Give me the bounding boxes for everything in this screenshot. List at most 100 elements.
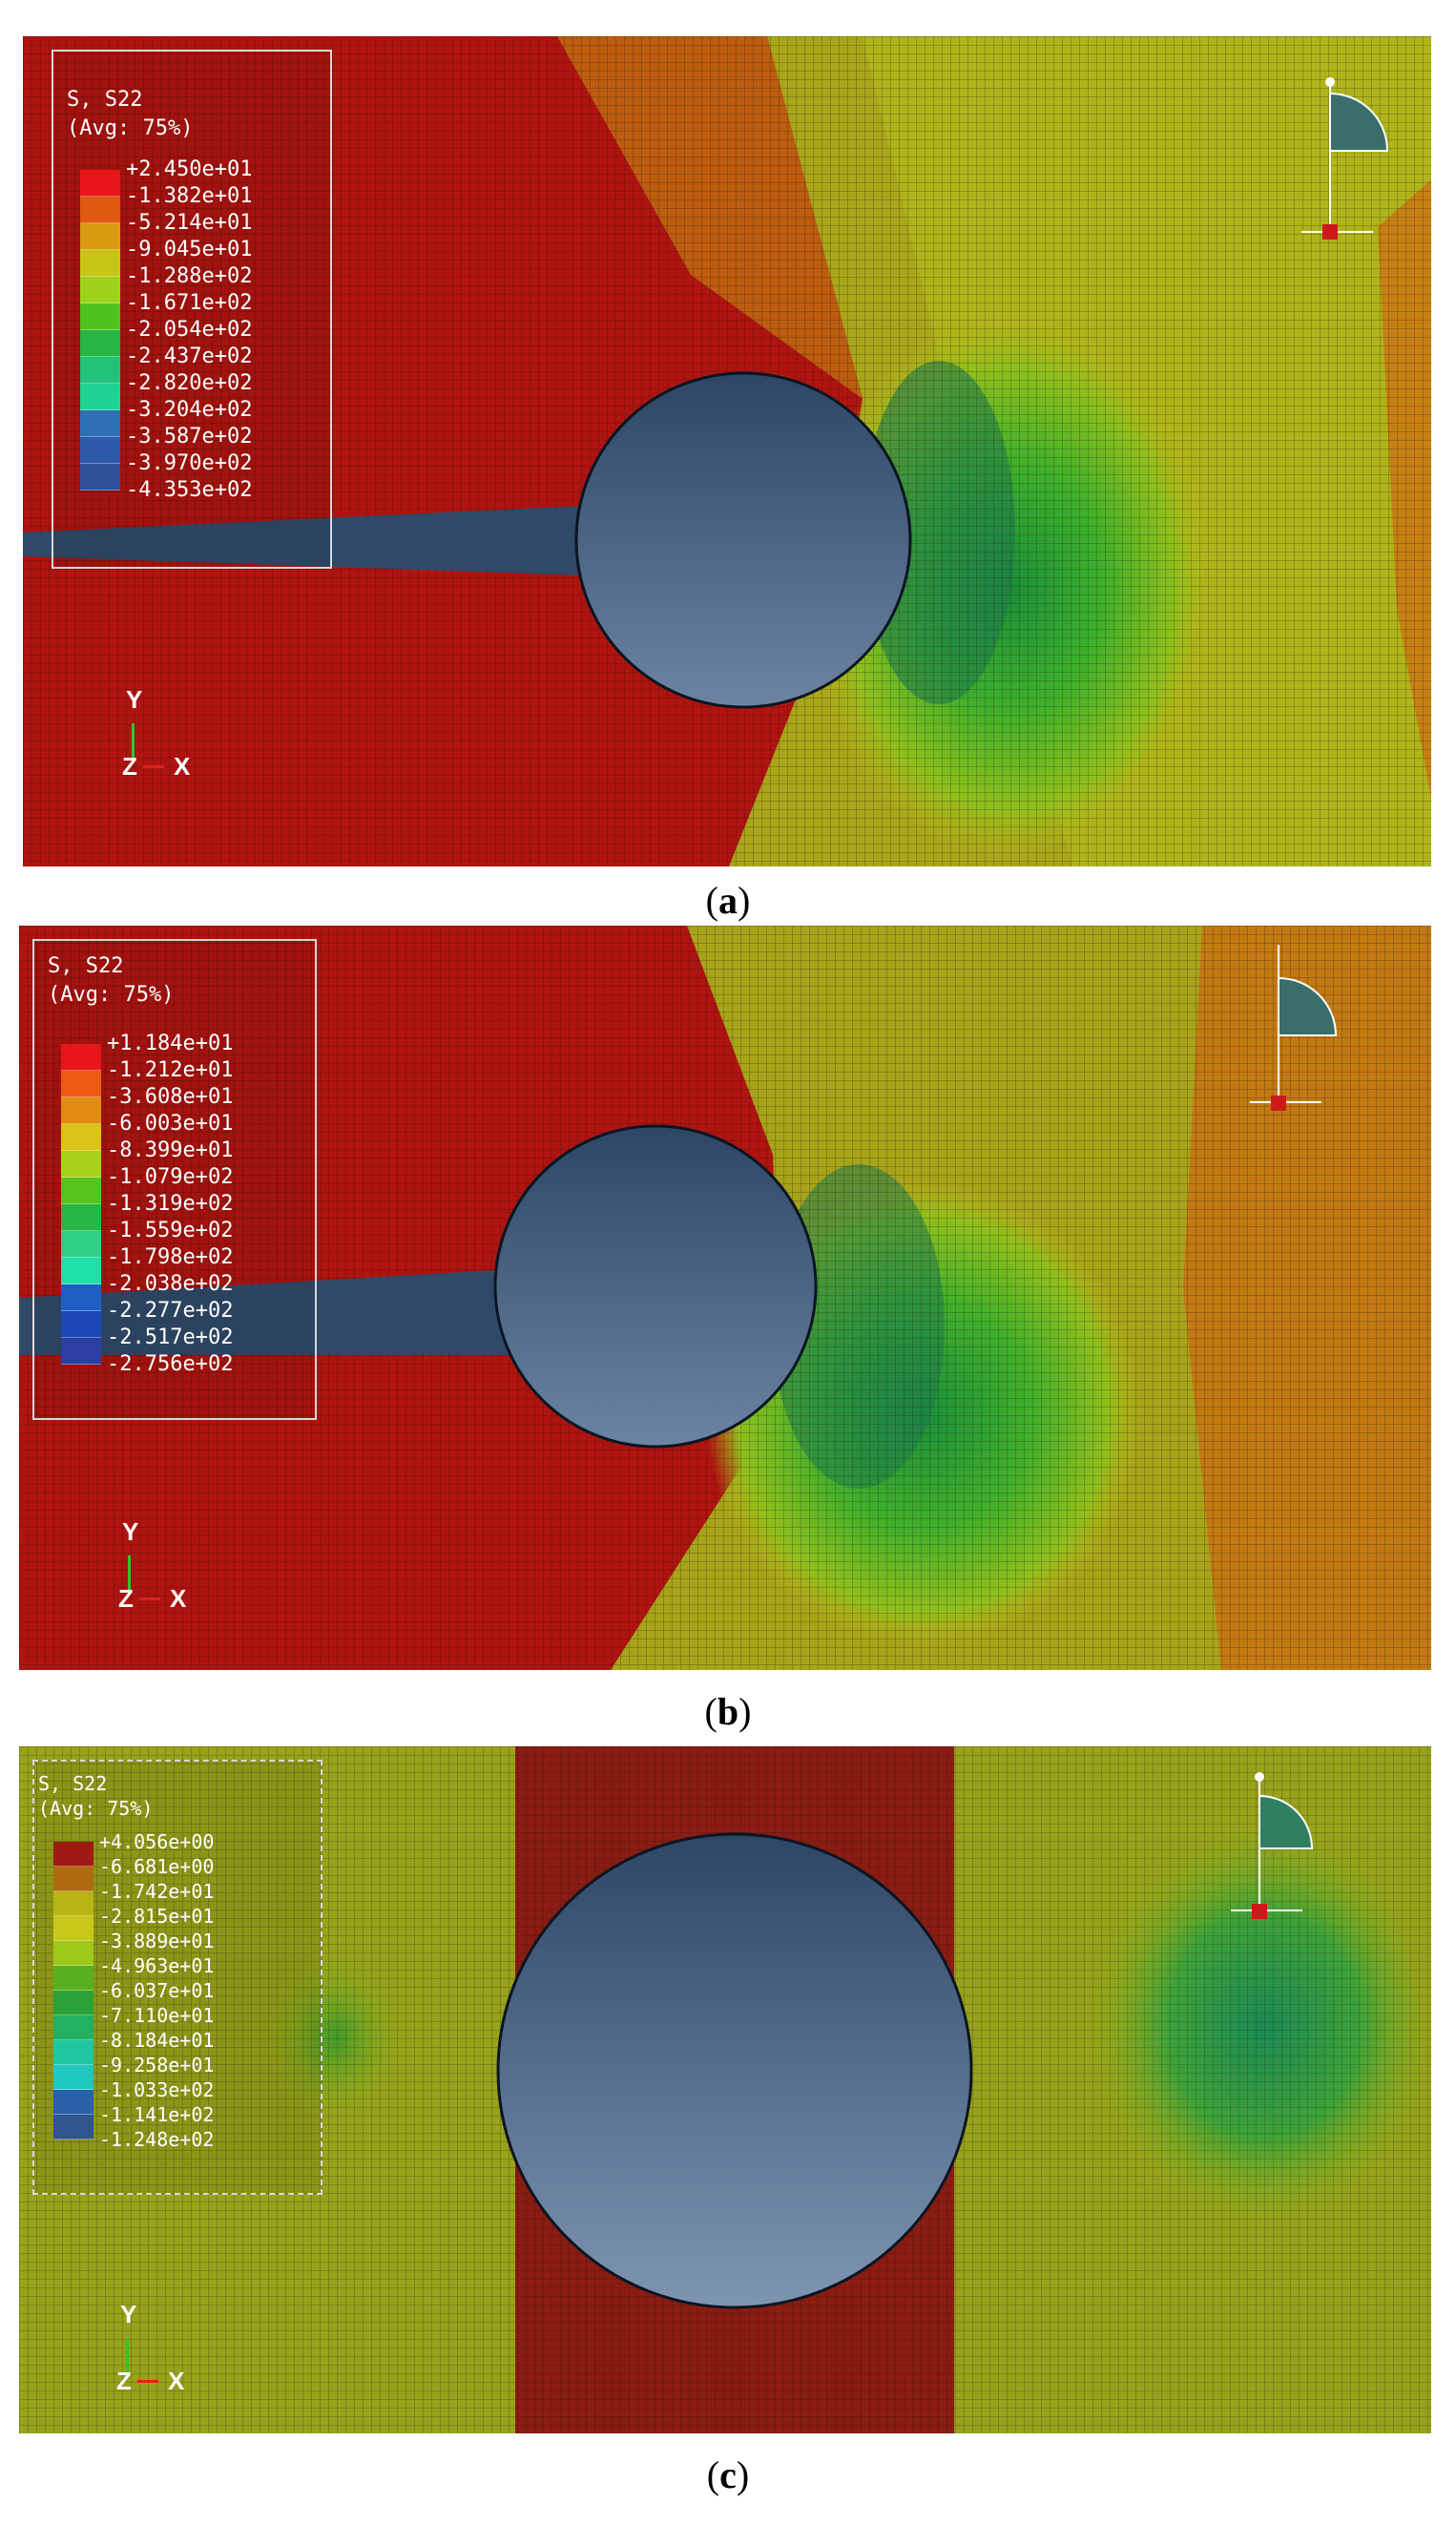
panel-a-axis-triad: Y Z X xyxy=(118,685,233,790)
legend-color-swatch xyxy=(80,464,120,490)
legend-value-label: -2.277e+02 xyxy=(107,1299,234,1323)
panel-a-contour-plot: S, S22 (Avg: 75%) +2.450e+01 -1.382e+01 -5… xyxy=(23,36,1431,866)
panel-b-legend: S, S22 (Avg: 75%) +1.184e+01 -1.212e+01 -3… xyxy=(32,939,317,1420)
triad-x-arrow xyxy=(137,2380,158,2383)
panel-c-stress-field xyxy=(19,1746,1431,2433)
legend-color-swatch xyxy=(80,223,120,250)
legend-value-label: -6.003e+01 xyxy=(107,1112,234,1136)
legend-color-swatch xyxy=(53,1966,94,1991)
legend-value-label: -2.437e+02 xyxy=(126,344,253,368)
legend-color-swatch xyxy=(61,1178,101,1204)
legend-color-swatch xyxy=(61,1311,101,1338)
legend-value-label: -9.045e+01 xyxy=(126,238,253,261)
legend-color-swatch xyxy=(80,303,120,330)
panel-b-axis-triad: Y Z X xyxy=(114,1517,229,1622)
panel-b-legend-title: S, S22 xyxy=(48,954,124,978)
legend-value-label: -1.742e+01 xyxy=(99,1880,215,1903)
legend-value-label: +2.450e+01 xyxy=(126,157,253,181)
legend-color-swatch xyxy=(53,1941,94,1966)
panel-c-legend-title: S, S22 xyxy=(38,1772,108,1795)
legend-value-label: -3.608e+01 xyxy=(107,1085,234,1109)
triad-y-label: Y xyxy=(120,2300,137,2328)
legend-color-swatch xyxy=(53,1991,94,2015)
triad-z-label: Z xyxy=(118,1584,134,1613)
legend-value-label: -1.079e+02 xyxy=(107,1165,234,1189)
panel-c-contour-plot: S, S22 (Avg: 75%) +4.056e+00 -6.681e+00 -1… xyxy=(19,1746,1431,2433)
legend-color-swatch xyxy=(61,1071,101,1097)
triad-y-arrow xyxy=(128,1555,131,1590)
legend-value-label: -8.184e+01 xyxy=(99,2029,215,2052)
legend-color-swatch xyxy=(53,2015,94,2040)
triad-x-arrow xyxy=(143,765,164,768)
legend-value-label: -3.970e+02 xyxy=(126,451,253,475)
legend-color-swatch xyxy=(53,1891,94,1916)
legend-value-label: -2.756e+02 xyxy=(107,1352,234,1376)
legend-value-label: -1.319e+02 xyxy=(107,1192,234,1216)
legend-color-swatch xyxy=(61,1284,101,1311)
panel-c-orientation-icon xyxy=(1231,1772,1314,1919)
legend-value-label: +1.184e+01 xyxy=(107,1032,234,1055)
legend-value-label: -2.820e+02 xyxy=(126,371,253,395)
legend-value-label: -1.798e+02 xyxy=(107,1245,234,1269)
legend-color-swatch xyxy=(61,1097,101,1124)
legend-value-label: -9.258e+01 xyxy=(99,2054,215,2076)
panel-c-legend: S, S22 (Avg: 75%) +4.056e+00 -6.681e+00 -1… xyxy=(32,1760,322,2195)
legend-color-swatch xyxy=(80,410,120,437)
legend-color-swatch xyxy=(53,1916,94,1941)
legend-value-label: -3.889e+01 xyxy=(99,1930,215,1952)
legend-value-label: -3.587e+02 xyxy=(126,425,253,449)
panel-a-caption: (a) xyxy=(705,879,751,922)
legend-color-swatch xyxy=(53,1867,94,1891)
legend-color-swatch xyxy=(61,1151,101,1178)
legend-value-label: -3.204e+02 xyxy=(126,398,253,422)
triad-y-label: Y xyxy=(126,685,143,714)
legend-value-label: -8.399e+01 xyxy=(107,1138,234,1162)
legend-value-label: -2.517e+02 xyxy=(107,1325,234,1349)
legend-color-swatch xyxy=(80,250,120,277)
legend-color-swatch xyxy=(61,1231,101,1258)
legend-color-swatch xyxy=(61,1258,101,1284)
panel-a-legend-subtitle: (Avg: 75%) xyxy=(67,116,194,140)
legend-color-swatch xyxy=(61,1044,101,1071)
legend-color-swatch xyxy=(80,357,120,384)
legend-value-label: -2.815e+01 xyxy=(99,1905,215,1928)
panel-b-caption: (b) xyxy=(704,1690,752,1733)
legend-color-swatch xyxy=(80,330,120,357)
panel-b-stress-field xyxy=(19,926,1431,1670)
legend-color-swatch xyxy=(80,437,120,464)
legend-color-swatch xyxy=(80,277,120,303)
legend-color-swatch xyxy=(61,1338,101,1365)
legend-value-label: -1.382e+01 xyxy=(126,184,253,208)
legend-color-swatch xyxy=(61,1204,101,1231)
panel-a-legend-title: S, S22 xyxy=(67,88,143,112)
triad-x-label: X xyxy=(174,752,191,781)
legend-value-label: -1.559e+02 xyxy=(107,1219,234,1242)
legend-color-swatch xyxy=(61,1124,101,1151)
legend-value-label: -1.141e+02 xyxy=(99,2103,215,2126)
legend-color-swatch xyxy=(53,2115,94,2139)
triad-z-label: Z xyxy=(116,2367,132,2395)
legend-value-label: +4.056e+00 xyxy=(99,1830,215,1853)
legend-value-label: -1.288e+02 xyxy=(126,264,253,288)
legend-color-swatch xyxy=(80,384,120,410)
legend-value-label: -7.110e+01 xyxy=(99,2004,215,2027)
panel-c-legend-subtitle: (Avg: 75%) xyxy=(38,1797,154,1820)
legend-value-label: -1.671e+02 xyxy=(126,291,253,315)
legend-value-label: -6.037e+01 xyxy=(99,1979,215,2002)
legend-value-label: -2.054e+02 xyxy=(126,318,253,342)
legend-color-swatch xyxy=(53,2040,94,2065)
panel-a-legend: S, S22 (Avg: 75%) +2.450e+01 -1.382e+01 -5… xyxy=(52,50,332,569)
panel-b-orientation-icon xyxy=(1250,945,1338,1111)
triad-y-arrow xyxy=(126,2338,129,2372)
panel-b-legend-subtitle: (Avg: 75%) xyxy=(48,983,175,1007)
triad-z-label: Z xyxy=(122,752,137,781)
panel-a-stress-field xyxy=(23,36,1431,866)
legend-color-swatch xyxy=(53,1842,94,1867)
legend-value-label: -6.681e+00 xyxy=(99,1855,215,1878)
triad-y-label: Y xyxy=(122,1517,139,1546)
legend-value-label: -5.214e+01 xyxy=(126,211,253,235)
legend-color-swatch xyxy=(80,197,120,223)
legend-value-label: -1.248e+02 xyxy=(99,2128,215,2151)
legend-color-swatch xyxy=(53,2090,94,2115)
legend-color-swatch xyxy=(80,170,120,197)
